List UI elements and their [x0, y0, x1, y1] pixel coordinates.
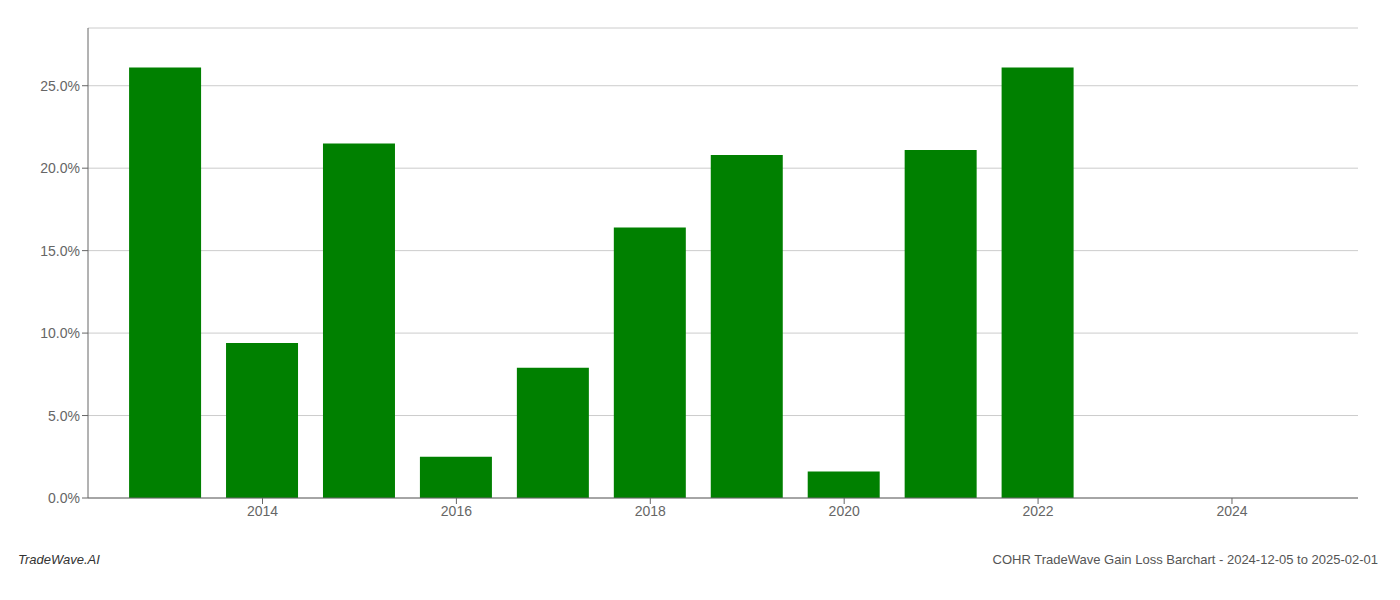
svg-text:2016: 2016 — [441, 503, 472, 519]
svg-text:2024: 2024 — [1216, 503, 1247, 519]
svg-text:2022: 2022 — [1022, 503, 1053, 519]
svg-text:20.0%: 20.0% — [40, 160, 80, 176]
svg-text:0.0%: 0.0% — [48, 490, 80, 506]
svg-text:2014: 2014 — [247, 503, 278, 519]
html-text:TradeWave.AI: TradeWave.AI — [18, 552, 100, 567]
svg-text:15.0%: 15.0% — [40, 243, 80, 259]
svg-text:2020: 2020 — [829, 503, 860, 519]
svg-text:10.0%: 10.0% — [40, 325, 80, 341]
svg-text:2018: 2018 — [635, 503, 666, 519]
svg-text:25.0%: 25.0% — [40, 78, 80, 94]
svg-text:5.0%: 5.0% — [48, 408, 80, 424]
html-text:COHR TradeWave Gain Loss Barch: COHR TradeWave Gain Loss Barchart - 2024… — [992, 552, 1378, 567]
